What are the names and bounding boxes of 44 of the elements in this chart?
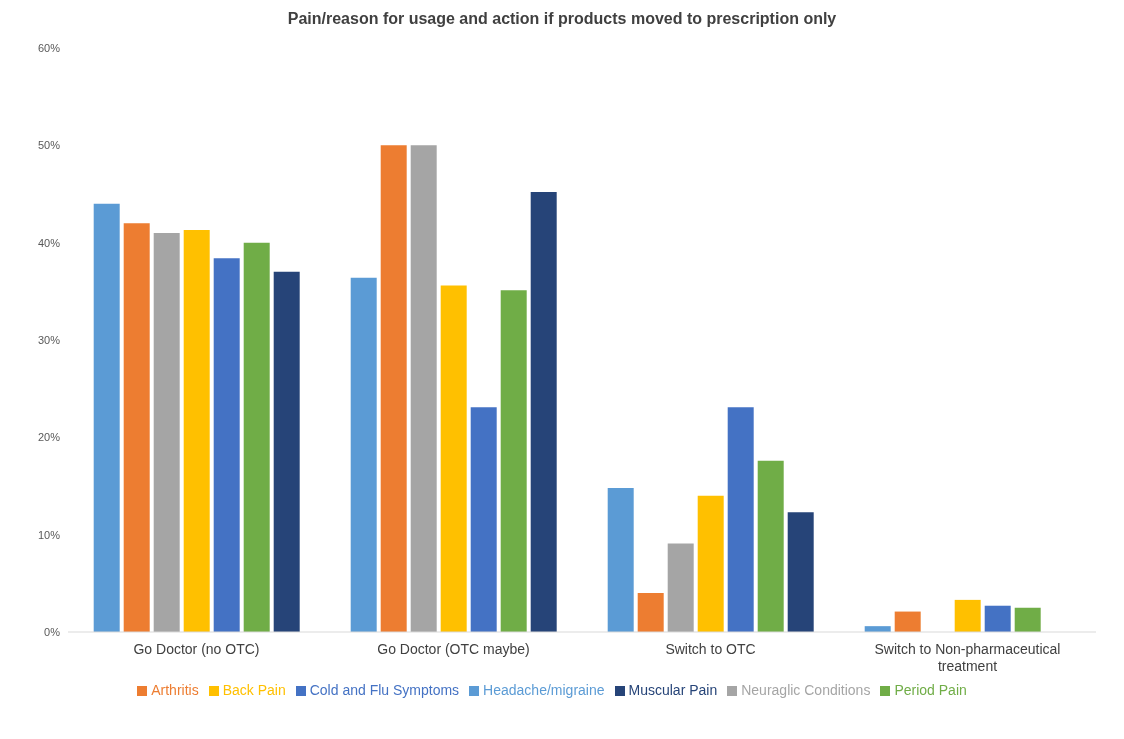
- bar: [757, 460, 784, 632]
- bar: [607, 487, 634, 632]
- bar: [894, 611, 921, 632]
- bar: [954, 599, 981, 632]
- bar: [470, 407, 497, 632]
- bar: [637, 593, 664, 632]
- bar: [440, 285, 467, 632]
- bar: [500, 290, 527, 632]
- y-tick-label: 40%: [37, 236, 61, 249]
- bar: [123, 223, 150, 632]
- y-tick-label: 60%: [37, 41, 61, 54]
- bar: [273, 271, 300, 632]
- legend-label: Period Pain: [894, 682, 967, 698]
- y-tick-label: 10%: [37, 528, 61, 541]
- y-tick-label: 30%: [37, 333, 61, 346]
- x-tick-label: Go Doctor (OTC maybe): [377, 641, 530, 657]
- x-tick-label: Switch to OTC: [665, 641, 756, 657]
- bar: [93, 203, 120, 632]
- legend-label: Headache/migraine: [483, 682, 605, 698]
- x-tick-label: Switch to Non-pharmaceutical treatment: [874, 641, 1061, 674]
- bar: [667, 543, 694, 632]
- bar: [984, 605, 1011, 632]
- legend-label: Cold and Flu Symptoms: [309, 682, 460, 698]
- legend-label: Arthritis: [151, 682, 199, 698]
- bar: [727, 407, 754, 632]
- y-tick-label: 20%: [37, 431, 61, 444]
- chart-title: Pain/reason for usage and action if products moved to prescription only: [286, 10, 838, 28]
- bar: [350, 277, 377, 632]
- bar: [410, 145, 437, 632]
- bar: [530, 192, 557, 632]
- bar: [787, 512, 814, 632]
- bar: [697, 495, 724, 632]
- legend-label: Muscular Pain: [628, 682, 718, 698]
- bar: [213, 258, 240, 632]
- legend-label: Neuraglic Conditions: [741, 682, 871, 698]
- bar: [1014, 607, 1041, 632]
- y-tick-label: 0%: [44, 625, 61, 638]
- bar: [153, 232, 180, 632]
- bar: [243, 242, 270, 632]
- legend-label: Back Pain: [222, 682, 286, 698]
- y-tick-label: 50%: [37, 139, 61, 152]
- bar: [380, 145, 407, 632]
- bar: [183, 230, 210, 632]
- x-tick-label: Go Doctor (no OTC): [133, 641, 260, 657]
